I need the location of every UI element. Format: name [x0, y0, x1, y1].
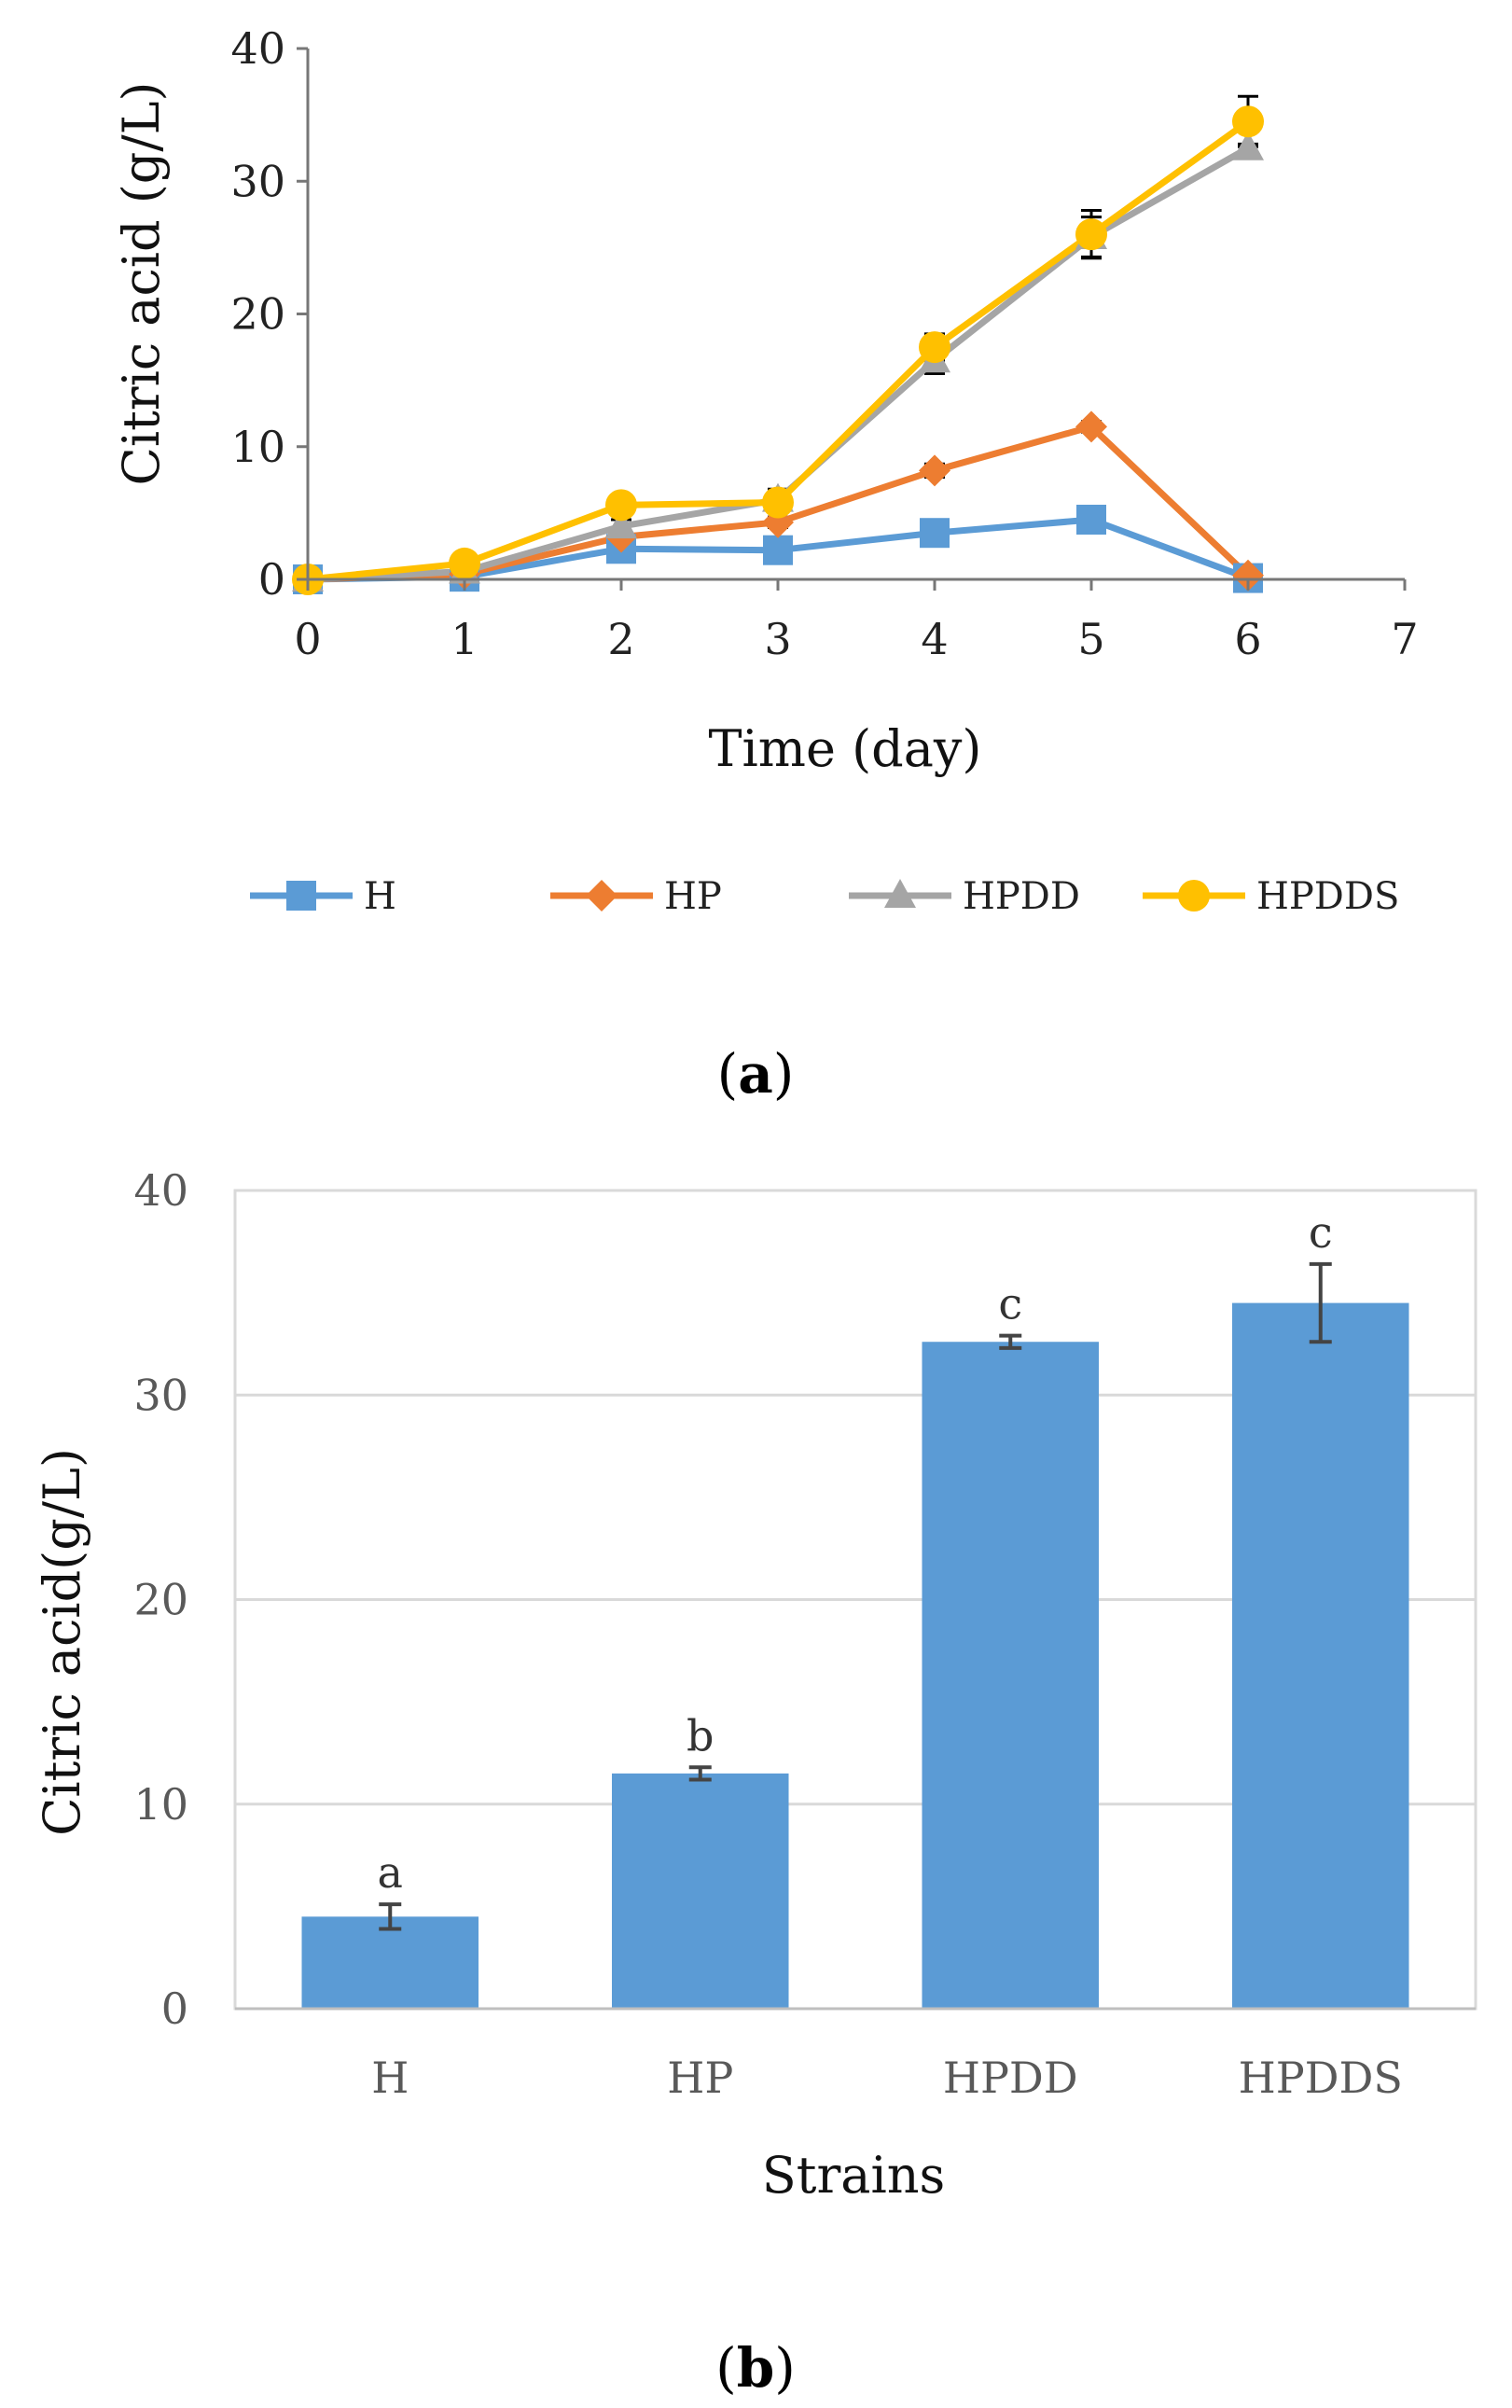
a-x-tick-label: 2	[607, 614, 634, 664]
a-y-tick-label: 30	[230, 156, 285, 206]
b-significance-letter-hpdd: c	[998, 1279, 1022, 1329]
b-x-tick-label-hp: HP	[667, 2053, 733, 2103]
a-legend-marker-hpdds	[1178, 880, 1210, 912]
b-bars	[301, 1302, 1409, 2009]
a-point-hpdds	[762, 486, 794, 519]
a-point-hpdds	[605, 489, 637, 522]
b-y-axis-title: Citric acid(g/L)	[33, 1448, 91, 1836]
a-point-hpdds	[1232, 105, 1264, 138]
a-x-tick-label: 7	[1391, 614, 1418, 664]
a-point-hp	[919, 454, 950, 487]
a-point-hpdds	[1075, 218, 1107, 251]
a-point-hp	[1075, 411, 1107, 443]
b-y-tick-label: 10	[133, 1779, 188, 1830]
a-x-axis-title: Time (day)	[708, 719, 981, 778]
a-point-hpdd	[1232, 131, 1264, 160]
b-significance-letters: a b c c	[378, 1207, 1333, 1898]
a-point-hpdds	[449, 547, 480, 579]
b-x-tick-label-hpdd: HPDD	[943, 2053, 1078, 2103]
b-x-tick-label-h: H	[371, 2053, 409, 2103]
a-legend-marker-hp	[586, 880, 617, 912]
b-significance-letter-hp: b	[687, 1710, 714, 1761]
b-error-bars	[379, 1261, 1332, 1931]
b-y-tick-label: 40	[133, 1165, 188, 1216]
a-y-tick-label: 40	[230, 23, 285, 74]
a-point-hpdds	[919, 331, 950, 364]
panel-b-letter: b	[737, 2336, 775, 2400]
panel-a-letter: a	[738, 1042, 773, 1106]
a-legend-marker-h	[286, 881, 316, 911]
b-bar-hp	[611, 1773, 789, 2009]
a-point-h	[763, 535, 793, 565]
a-x-tick-label: 1	[451, 614, 478, 664]
b-x-tick-label-hpdds: HPDDS	[1239, 2053, 1403, 2103]
a-legend-label-hpdd: HPDD	[963, 875, 1080, 918]
b-bar-h	[301, 1916, 479, 2009]
b-bar-hpdds	[1231, 1302, 1409, 2009]
a-y-ticks: 0 10 20 30 40	[230, 23, 308, 605]
b-y-tick-label: 20	[133, 1575, 188, 1625]
b-y-tick-label: 30	[133, 1370, 188, 1420]
a-point-hpdd	[605, 509, 637, 539]
panel-b-bar-chart: a b c c 0 10 20 30 40 H HP HPDD HPDDS Strains Citr…	[33, 1165, 1477, 2400]
a-x-tick-label: 4	[921, 614, 948, 664]
a-x-tick-label: 6	[1234, 614, 1261, 664]
a-legend-marker-hpdd	[884, 879, 916, 908]
b-x-ticks: H HP HPDD HPDDS	[371, 2053, 1403, 2103]
a-x-tick-label: 5	[1077, 614, 1104, 664]
panel-a-label: (a)	[717, 1042, 795, 1106]
b-significance-letter-h: a	[378, 1847, 403, 1898]
a-series-markers	[292, 105, 1264, 595]
a-legend-label-h: H	[364, 875, 396, 918]
a-y-tick-label: 20	[230, 289, 285, 340]
a-point-h	[1076, 504, 1106, 535]
panel-b-label: (b)	[715, 2336, 796, 2400]
b-bar-hpdd	[922, 1342, 1100, 2009]
a-y-tick-label: 0	[258, 554, 285, 605]
b-y-tick-label: 0	[161, 1983, 188, 2034]
a-legend-label-hp: HP	[664, 875, 722, 918]
b-significance-letter-hpdds: c	[1309, 1207, 1333, 1258]
a-point-hp	[1232, 559, 1264, 592]
a-y-axis-title: Citric acid (g/L)	[112, 82, 171, 486]
panel-a-line-chart: 0 1 2 3 4 5 6 7 0 10 20 30 40 Time (day) Citric aci…	[112, 23, 1419, 1106]
a-point-h	[920, 518, 950, 549]
a-y-tick-label: 10	[230, 422, 285, 472]
a-x-tick-label: 3	[764, 614, 791, 664]
a-legend-label-hpdds: HPDDS	[1256, 875, 1399, 918]
a-legend: H HP HPDD HPDDS	[250, 875, 1399, 918]
b-x-axis-title: Strains	[762, 2146, 945, 2205]
b-y-ticks: 0 10 20 30 40	[133, 1165, 188, 2034]
a-x-ticks: 0 1 2 3 4 5 6 7	[294, 579, 1419, 664]
a-x-tick-label: 0	[294, 614, 321, 664]
